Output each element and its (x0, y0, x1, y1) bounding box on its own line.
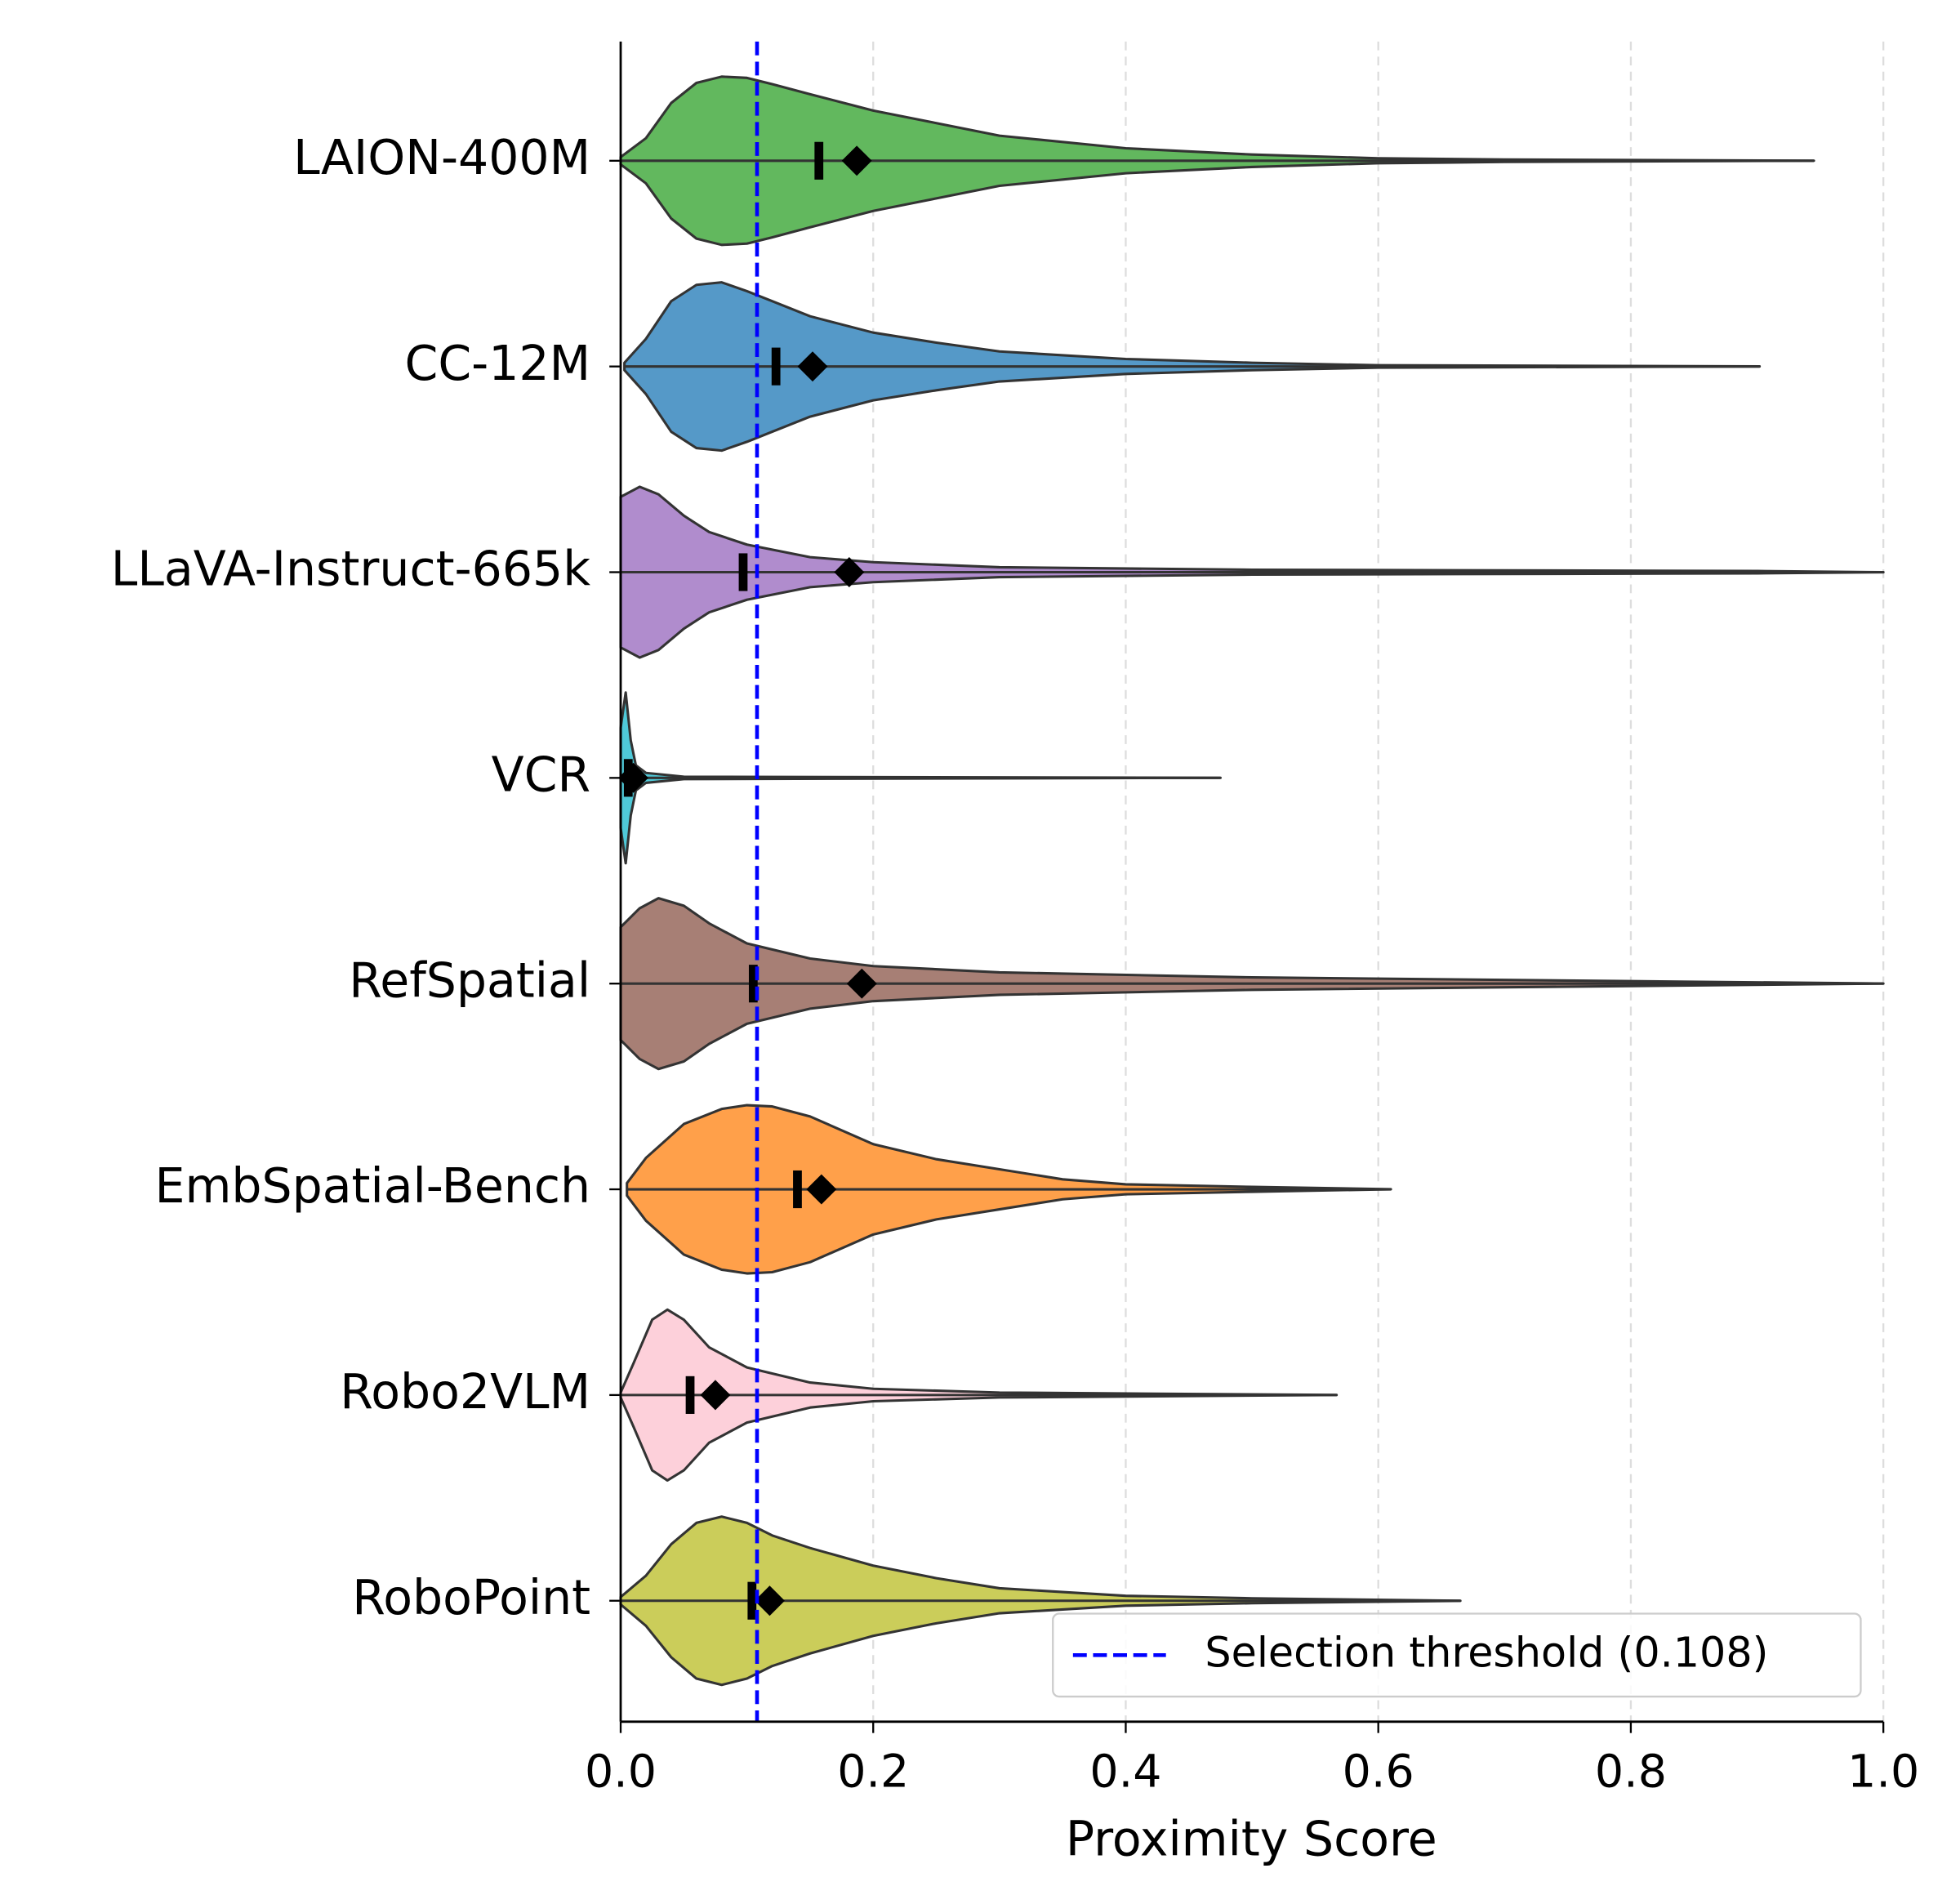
x-axis-label: Proximity Score (1066, 1812, 1437, 1867)
x-tick-label: 0.8 (1595, 1746, 1667, 1799)
y-tick-label: Robo2VLM (340, 1364, 590, 1420)
legend-label: Selection threshold (0.108) (1205, 1628, 1768, 1676)
x-tick-label: 0.4 (1089, 1746, 1161, 1799)
median-marker (738, 553, 748, 591)
y-tick-label: RefSpatial (349, 952, 590, 1008)
legend-box (1052, 1612, 1862, 1698)
mean-marker (797, 351, 828, 382)
mean-marker (754, 1585, 785, 1616)
median-marker (814, 141, 824, 180)
mean-marker (618, 762, 648, 793)
x-tick-label: 0.2 (837, 1746, 909, 1799)
y-tick-label: EmbSpatial-Bench (155, 1158, 591, 1214)
x-tick-label: 1.0 (1847, 1746, 1919, 1799)
x-tick-label: 0.0 (585, 1746, 657, 1799)
x-tick-label: 0.6 (1343, 1746, 1414, 1799)
y-tick-label: LAION-400M (293, 130, 590, 185)
median-marker (771, 347, 781, 386)
median-marker (793, 1170, 802, 1209)
mean-marker (846, 968, 877, 999)
y-tick-label: CC-12M (405, 336, 591, 391)
median-marker (685, 1376, 695, 1414)
y-tick-label: RoboPoint (352, 1570, 590, 1625)
y-tick-label: VCR (492, 747, 590, 802)
median-marker (747, 1581, 757, 1620)
median-marker (748, 965, 758, 1003)
y-tick-label: LLaVA-Instruct-665k (111, 542, 590, 597)
